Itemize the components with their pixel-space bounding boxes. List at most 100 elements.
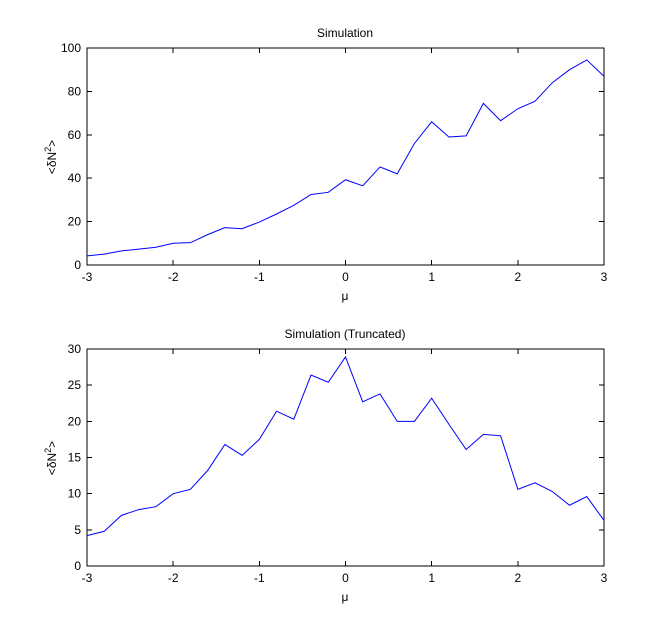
data-point	[138, 249, 139, 250]
y-tick-label: 20	[68, 215, 82, 229]
data-point	[414, 421, 415, 422]
y-tick-label: 60	[68, 128, 82, 142]
y-tick-label: 30	[68, 342, 82, 356]
data-point	[328, 382, 329, 383]
data-point	[155, 247, 156, 248]
data-point	[121, 515, 122, 516]
x-tick-label: -3	[82, 571, 93, 585]
chart-title: Simulation (Truncated)	[285, 327, 406, 341]
data-point	[414, 143, 415, 144]
y-tick-label: 0	[74, 559, 81, 573]
data-point	[552, 491, 553, 492]
data-point	[259, 221, 260, 222]
series-line	[86, 355, 605, 537]
data-point	[362, 185, 363, 186]
data-point	[500, 435, 501, 436]
data-point	[569, 505, 570, 506]
data-point	[242, 228, 243, 229]
data-point	[603, 520, 604, 521]
data-point	[500, 120, 501, 121]
data-point	[483, 103, 484, 104]
data-point	[448, 136, 449, 137]
data-point	[310, 194, 311, 195]
data-point	[104, 254, 105, 255]
data-point	[397, 173, 398, 174]
x-tick-label: -2	[168, 270, 179, 284]
y-tick-label: 25	[68, 378, 82, 392]
data-point	[224, 227, 225, 228]
x-axis-label: μ	[342, 289, 349, 303]
data-point	[155, 506, 156, 507]
series-line	[86, 59, 605, 257]
data-point	[173, 493, 174, 494]
y-tick-label: 0	[74, 258, 81, 272]
data-point	[345, 356, 346, 357]
y-tick-label: 100	[61, 41, 81, 55]
x-tick-label: -3	[82, 270, 93, 284]
chart-title: Simulation	[317, 26, 373, 40]
y-axis-label: <δN2>	[43, 441, 59, 475]
data-point	[483, 434, 484, 435]
x-tick-label: 1	[428, 270, 435, 284]
x-axis-label: μ	[342, 590, 349, 604]
x-tick-label: 0	[342, 270, 349, 284]
x-tick-label: 2	[514, 270, 521, 284]
x-tick-label: 2	[514, 571, 521, 585]
data-point	[362, 401, 363, 402]
y-tick-label: 80	[68, 84, 82, 98]
data-point	[431, 398, 432, 399]
data-point	[431, 121, 432, 122]
y-tick-label: 20	[68, 414, 82, 428]
data-point	[207, 234, 208, 235]
data-point	[517, 489, 518, 490]
x-tick-label: 3	[601, 270, 608, 284]
y-tick-label: 5	[74, 523, 81, 537]
data-point	[259, 439, 260, 440]
data-point	[397, 421, 398, 422]
data-point	[104, 531, 105, 532]
data-point	[448, 424, 449, 425]
x-tick-label: 3	[601, 571, 608, 585]
data-point	[86, 535, 87, 536]
data-point	[276, 411, 277, 412]
data-point	[121, 250, 122, 251]
x-tick-label: -1	[254, 571, 265, 585]
subplot-simulation: Simulation μ <δN2> -3 -2 -1 0 1 2 3 0 20 40 60 80 10…	[43, 26, 608, 303]
data-point	[293, 205, 294, 206]
data-point	[138, 509, 139, 510]
data-point	[276, 213, 277, 214]
data-point	[293, 419, 294, 420]
data-point	[86, 255, 87, 256]
data-point	[190, 489, 191, 490]
data-point	[586, 59, 587, 60]
data-point	[466, 449, 467, 450]
data-point	[466, 135, 467, 136]
data-point	[534, 101, 535, 102]
data-point	[569, 69, 570, 70]
data-point	[379, 393, 380, 394]
data-point	[207, 470, 208, 471]
data-point	[190, 242, 191, 243]
x-tick-label: -2	[168, 571, 179, 585]
data-point	[552, 82, 553, 83]
data-point	[517, 108, 518, 109]
data-point	[224, 444, 225, 445]
y-axis-label: <δN2>	[43, 140, 59, 174]
subplot-simulation-truncated: Simulation (Truncated) μ <δN2> -3 -2 -1 0 1 2…	[43, 327, 608, 604]
y-tick-label: 40	[68, 171, 82, 185]
x-tick-label: 1	[428, 571, 435, 585]
data-point	[173, 243, 174, 244]
axes-frame	[86, 348, 605, 567]
data-point	[534, 482, 535, 483]
y-tick-label: 15	[68, 451, 82, 465]
data-point	[603, 76, 604, 77]
data-point	[328, 192, 329, 193]
data-point	[242, 455, 243, 456]
x-tick-label: -1	[254, 270, 265, 284]
y-tick-label: 10	[68, 487, 82, 501]
data-point	[586, 496, 587, 497]
x-tick-label: 0	[342, 571, 349, 585]
data-point	[345, 179, 346, 180]
data-point	[310, 374, 311, 375]
